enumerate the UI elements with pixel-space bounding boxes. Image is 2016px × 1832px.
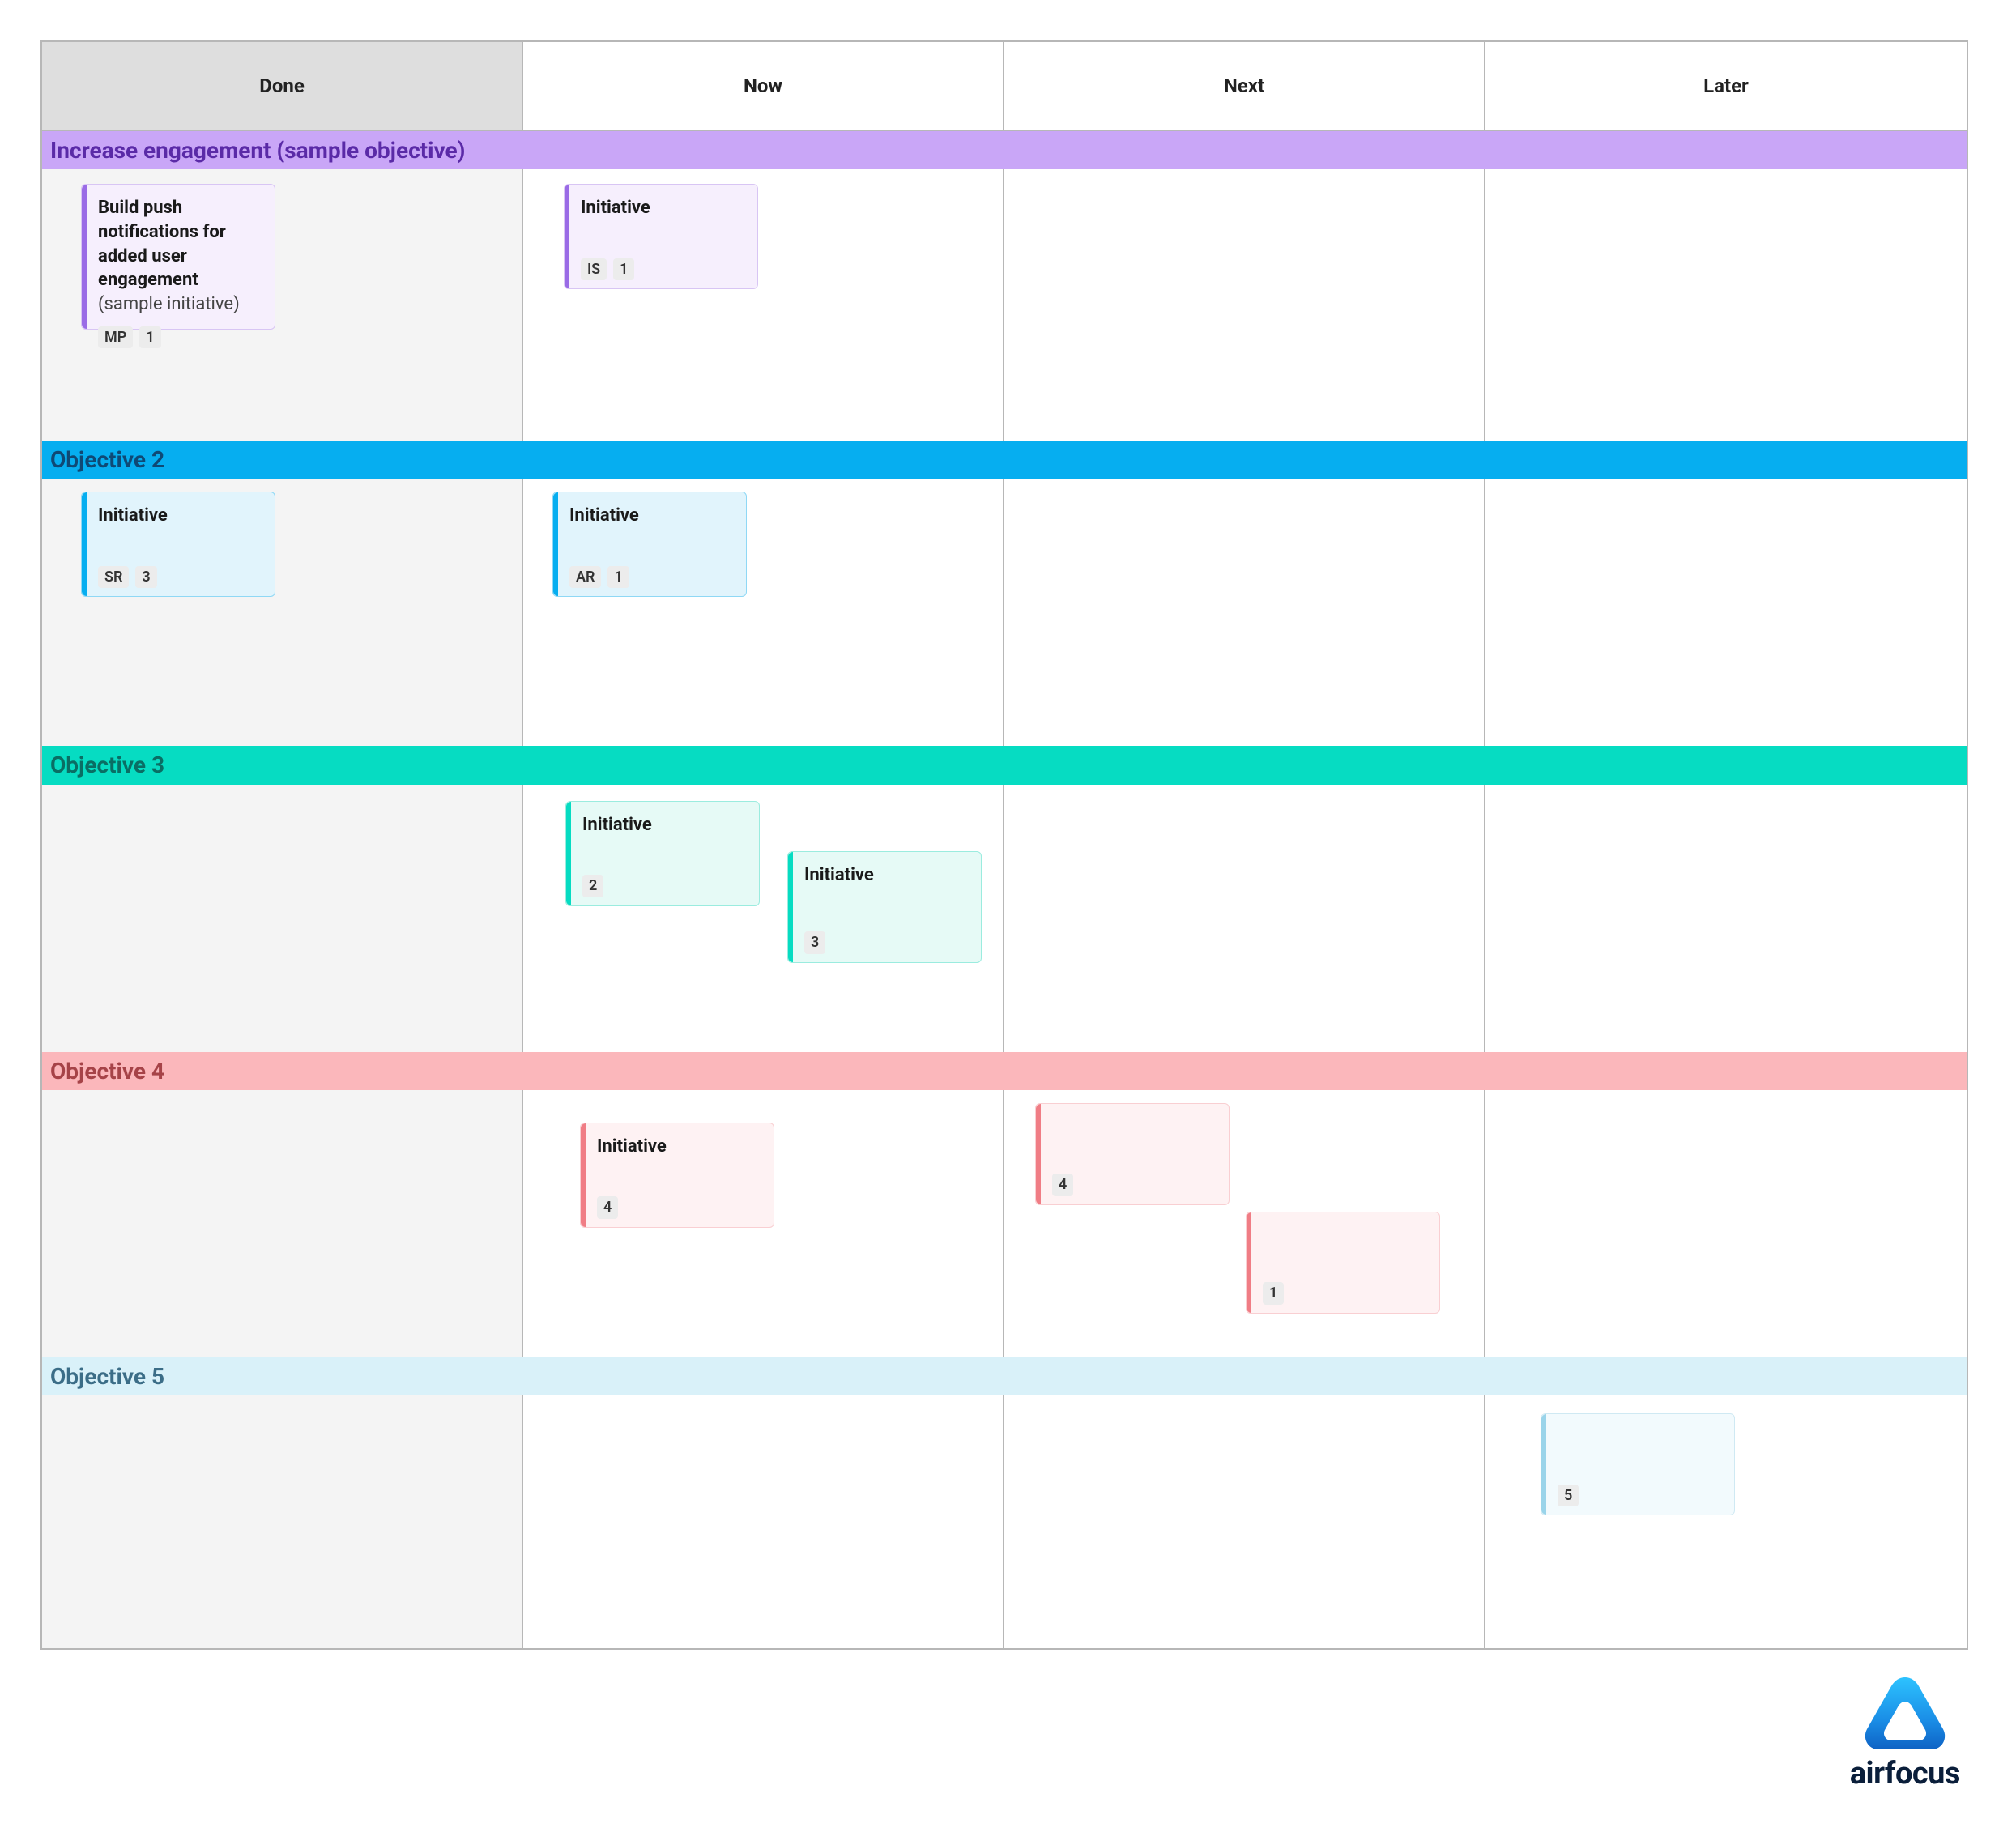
kanban-board: Done Now Next Later Increase engagement … [40, 40, 1968, 1650]
card-title: Initiative [597, 1135, 761, 1159]
initiative-card[interactable]: 1 [1246, 1212, 1440, 1314]
lane-column-later[interactable] [1485, 479, 1967, 746]
card-count-badge: 3 [804, 931, 825, 953]
card-footer: IS 1 [581, 258, 744, 280]
swimlane-title[interactable]: Increase engagement (sample objective) [42, 131, 1967, 169]
card-count-badge: 3 [135, 566, 156, 588]
lane-column-now[interactable]: Initiative 2 Initiative 3 [523, 785, 1004, 1052]
column-header-row: Done Now Next Later [42, 42, 1967, 131]
card-accent [553, 492, 558, 596]
card-footer: AR 1 [569, 566, 733, 588]
card-footer: 1 [1263, 1282, 1426, 1304]
swimlane-body: 5 [42, 1395, 1967, 1648]
card-subtitle: (sample initiative) [98, 292, 262, 317]
lane-column-next[interactable] [1004, 1395, 1485, 1648]
card-count-badge: 1 [607, 566, 629, 588]
card-footer: 4 [1052, 1174, 1216, 1195]
card-footer: 2 [582, 875, 746, 897]
card-accent [1036, 1104, 1041, 1204]
lane-column-now[interactable]: Initiative AR 1 [523, 479, 1004, 746]
initiative-card[interactable]: Initiative IS 1 [564, 184, 758, 289]
lane-column-later[interactable] [1485, 1090, 1967, 1357]
swimlane-title[interactable]: Objective 4 [42, 1052, 1967, 1090]
lane-column-done[interactable]: Initiative SR 3 [42, 479, 523, 746]
initiative-card[interactable]: 5 [1541, 1413, 1735, 1515]
card-count-badge: 1 [1263, 1282, 1284, 1304]
lane-column-done[interactable] [42, 1090, 523, 1357]
swimlane-body: Build push notifications for added user … [42, 169, 1967, 441]
lane-column-next[interactable]: 41 [1004, 1090, 1485, 1357]
card-title: Initiative [569, 504, 733, 528]
assignee-initials: SR [98, 566, 129, 588]
card-title: Initiative [804, 863, 968, 888]
column-header-later: Later [1485, 42, 1967, 130]
airfocus-logo-text: airfocus [1850, 1756, 1960, 1792]
card-title: Initiative [98, 504, 262, 528]
card-accent [566, 802, 571, 905]
assignee-initials: MP [98, 326, 133, 348]
initiative-card[interactable]: Initiative 4 [580, 1123, 774, 1228]
card-footer: SR 3 [98, 566, 262, 588]
swimlane-body: Initiative 2 Initiative 3 [42, 785, 1967, 1052]
initiative-card[interactable]: 4 [1035, 1103, 1230, 1205]
swimlane-title[interactable]: Objective 3 [42, 746, 1967, 784]
card-count-badge: 1 [613, 258, 634, 280]
lane-column-now[interactable] [523, 1395, 1004, 1648]
lane-column-done[interactable] [42, 785, 523, 1052]
card-count-badge: 2 [582, 875, 603, 897]
swimlane-title[interactable]: Objective 5 [42, 1357, 1967, 1395]
card-accent [82, 185, 87, 329]
airfocus-logo-icon [1860, 1674, 1950, 1751]
card-footer: 3 [804, 931, 968, 953]
card-accent [788, 852, 793, 962]
swimlane-title[interactable]: Objective 2 [42, 441, 1967, 479]
column-header-done: Done [42, 42, 523, 130]
lane-column-done[interactable] [42, 1395, 523, 1648]
initiative-card[interactable]: Build push notifications for added user … [81, 184, 275, 330]
lane-column-later[interactable] [1485, 785, 1967, 1052]
lane-column-next[interactable] [1004, 785, 1485, 1052]
card-footer: 4 [597, 1196, 761, 1218]
card-accent [1541, 1414, 1546, 1515]
lane-column-now[interactable]: Initiative 4 [523, 1090, 1004, 1357]
initiative-card[interactable]: Initiative AR 1 [552, 492, 747, 597]
lane-column-later[interactable] [1485, 169, 1967, 441]
assignee-initials: IS [581, 258, 607, 280]
card-footer: MP 1 [98, 326, 262, 348]
card-accent [581, 1123, 586, 1227]
lane-column-next[interactable] [1004, 479, 1485, 746]
card-title: Initiative [581, 196, 744, 220]
card-accent [82, 492, 87, 596]
lane-column-done[interactable]: Build push notifications for added user … [42, 169, 523, 441]
swimlane-body: Initiative441 [42, 1090, 1967, 1357]
column-header-next: Next [1004, 42, 1485, 130]
initiative-card[interactable]: Initiative 3 [787, 851, 982, 963]
card-count-badge: 5 [1558, 1485, 1579, 1506]
lane-column-now[interactable]: Initiative IS 1 [523, 169, 1004, 441]
assignee-initials: AR [569, 566, 601, 588]
card-footer: 5 [1558, 1485, 1721, 1506]
lane-column-next[interactable] [1004, 169, 1485, 441]
initiative-card[interactable]: Initiative 2 [565, 801, 760, 906]
swimlane-body: Initiative SR 3 Initiative AR 1 [42, 479, 1967, 746]
card-count-badge: 4 [597, 1196, 618, 1218]
card-accent [565, 185, 569, 288]
column-header-now: Now [523, 42, 1004, 130]
card-accent [1247, 1212, 1251, 1313]
card-title: Build push notifications for added user … [98, 196, 262, 292]
airfocus-logo: airfocus [1850, 1674, 1960, 1792]
card-count-badge: 1 [139, 326, 160, 348]
card-title: Initiative [582, 813, 746, 837]
lane-column-later[interactable]: 5 [1485, 1395, 1967, 1648]
initiative-card[interactable]: Initiative SR 3 [81, 492, 275, 597]
card-count-badge: 4 [1052, 1174, 1073, 1195]
branding-area: airfocus [40, 1650, 1968, 1792]
